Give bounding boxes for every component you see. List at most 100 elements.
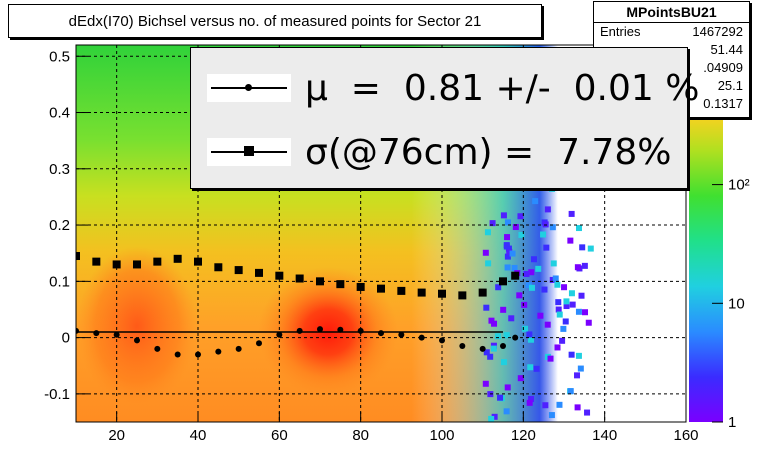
data-point-square xyxy=(173,254,182,263)
legend-entry-sigma: σ(@76cm) = 7.78% xyxy=(207,124,671,180)
plot-frame xyxy=(75,44,687,423)
heatmap-cell xyxy=(500,359,507,366)
heatmap-cell xyxy=(508,315,515,322)
heatmap-cell xyxy=(556,401,563,408)
heatmap-cell xyxy=(559,337,566,344)
heatmap-cell xyxy=(530,256,537,263)
heatmap-cell xyxy=(567,388,574,395)
data-point-circle xyxy=(500,343,506,350)
heatmap-cell xyxy=(528,269,535,276)
heatmap-cell xyxy=(482,380,489,387)
data-point-circle xyxy=(76,327,79,334)
heatmap-cell xyxy=(526,399,533,406)
heatmap-cell xyxy=(522,325,529,332)
heatmap-cell xyxy=(488,317,495,324)
heatmap-cell xyxy=(568,290,575,297)
y-tick-label: 0.3 xyxy=(49,161,70,178)
data-point-circle xyxy=(296,327,303,334)
stats-value: 0.1317 xyxy=(703,96,743,111)
heatmap-cell xyxy=(560,325,567,332)
series-square xyxy=(76,252,520,300)
y-tick-label: 0.1 xyxy=(49,273,70,290)
color-bar-ticks: 1 10 10² xyxy=(712,177,750,431)
heatmap-cell xyxy=(517,213,524,220)
y-tick-label: -0.1 xyxy=(44,386,70,403)
heatmap-cell xyxy=(574,264,581,271)
data-point-square xyxy=(275,271,284,280)
heatmap-cell xyxy=(548,412,555,419)
x-tick-label: 160 xyxy=(673,427,698,444)
heatmap-cell xyxy=(488,415,495,422)
heatmap-cell xyxy=(509,250,516,257)
heatmap-cell xyxy=(500,306,507,313)
stats-row: Entries 1467292 xyxy=(594,23,749,41)
data-point-circle xyxy=(113,331,120,338)
heatmap-cell xyxy=(555,306,562,313)
heatmap-cell xyxy=(503,408,510,415)
heatmap-cell xyxy=(547,355,554,362)
stats-row: 0.1317 xyxy=(594,95,749,113)
stats-value: .04909 xyxy=(703,60,743,75)
x-tick-label: 40 xyxy=(190,427,207,444)
series-circle xyxy=(76,326,519,358)
heatmap-cell xyxy=(578,292,585,299)
data-point-square xyxy=(214,263,223,272)
data-point-square xyxy=(438,289,446,298)
heatmap-cell xyxy=(523,271,530,278)
series-layer xyxy=(76,252,520,358)
data-point-square xyxy=(377,284,385,293)
heatmap-cell xyxy=(552,275,559,282)
legend-entry-mu: μ = 0.81 +/- 0.01 % xyxy=(207,60,699,116)
heatmap-cell xyxy=(483,349,490,356)
data-point-square xyxy=(417,288,426,297)
heatmap-cell xyxy=(554,281,561,288)
heatmap-cell xyxy=(537,312,544,319)
data-point-circle xyxy=(398,331,405,338)
heatmap-cell xyxy=(485,260,492,267)
data-point-circle xyxy=(154,345,161,352)
data-point-circle xyxy=(215,348,222,355)
stats-row: 51.44 xyxy=(594,41,749,59)
heatmap-cell xyxy=(574,372,581,379)
stats-row: 25.1 xyxy=(594,77,749,95)
heatmap-cell xyxy=(521,301,528,308)
data-point-square xyxy=(234,266,243,275)
x-tick-label: 140 xyxy=(592,427,617,444)
heatmap-cell xyxy=(561,284,568,291)
heatmap-cell xyxy=(584,409,591,416)
heatmap-cell xyxy=(490,345,497,352)
stats-value: 1467292 xyxy=(692,24,743,39)
heatmap-cell xyxy=(497,394,504,401)
heatmap-cell xyxy=(533,365,540,372)
data-point-circle xyxy=(512,334,519,341)
data-point-square xyxy=(255,268,263,277)
heatmap-cell xyxy=(511,264,518,271)
data-point-square xyxy=(458,291,467,300)
heatmap-cell xyxy=(525,282,532,289)
heatmap-cell xyxy=(579,244,586,251)
data-point-square xyxy=(336,280,345,289)
data-point-square xyxy=(511,271,520,280)
heatmap-cell xyxy=(567,237,574,244)
heatmap-cell xyxy=(491,413,498,420)
data-point-circle xyxy=(317,326,323,333)
legend: μ = 0.81 +/- 0.01 % σ(@76cm) = 7.78% xyxy=(190,47,699,189)
heatmap-cell xyxy=(528,396,535,403)
legend-mu-text: μ = 0.81 +/- 0.01 % xyxy=(305,67,700,109)
heatmap-cell xyxy=(503,332,510,339)
heatmap-cell xyxy=(575,352,582,359)
heatmap-cell xyxy=(483,304,490,311)
heatmap-cell xyxy=(541,286,548,293)
data-point-square xyxy=(194,257,202,266)
stats-label: Entries xyxy=(600,24,641,39)
heatmap-cell xyxy=(535,265,542,272)
heatmap-cell xyxy=(494,333,501,340)
heatmap-cell xyxy=(500,212,507,219)
data-point-square xyxy=(499,277,507,286)
heatmap-cell xyxy=(544,206,551,213)
heatmap-cell xyxy=(581,262,588,269)
color-bar-tick-label: 1 xyxy=(728,414,736,431)
data-point-square xyxy=(316,277,324,286)
heatmap-cell xyxy=(549,224,556,231)
x-tick-label: 120 xyxy=(511,427,536,444)
